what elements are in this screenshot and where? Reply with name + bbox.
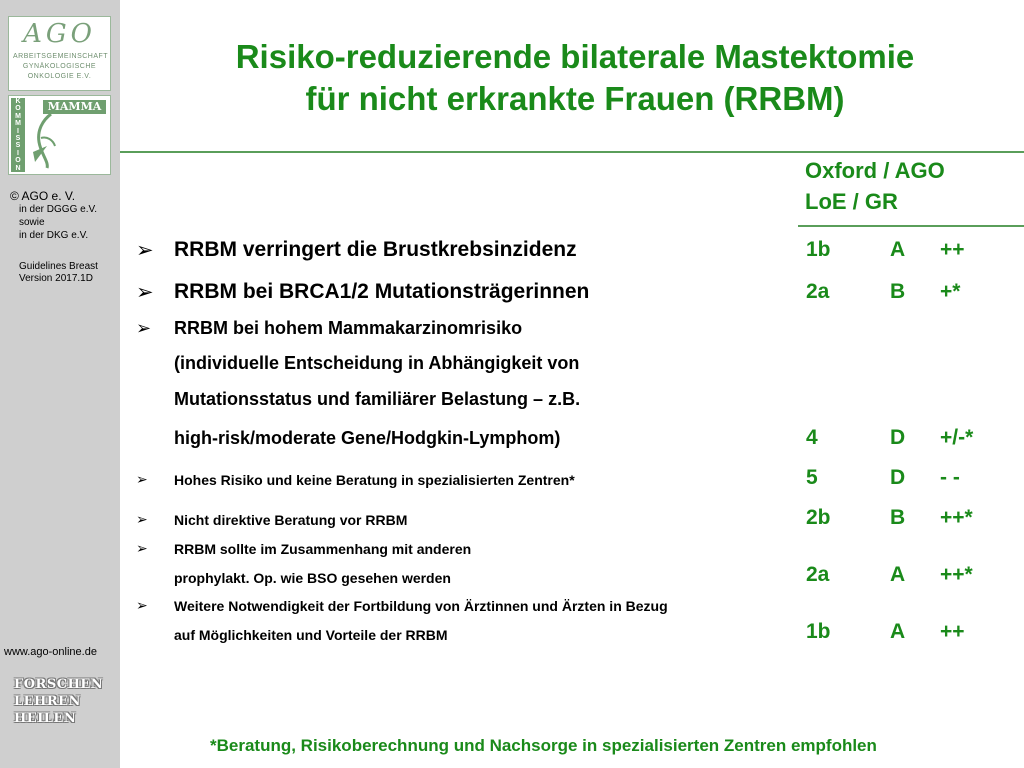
- title-line: für nicht erkrankte Frauen (RRBM): [305, 80, 845, 117]
- bullet-arrow-icon: ➢: [136, 280, 154, 304]
- loe-value: 1b: [806, 620, 831, 643]
- loe-value: 2a: [806, 280, 830, 303]
- statement-text: RRBM sollte im Zusammenhang mit anderen: [174, 541, 472, 557]
- footnote: *Beratung, Risikoberechnung und Nachsorg…: [210, 736, 877, 755]
- ago-logo-line: GYNÄKOLOGISCHE: [22, 63, 97, 70]
- loe-value: 2b: [806, 506, 831, 529]
- copyright-text: © AGO e. V.: [10, 189, 76, 203]
- copyright-line: in der DGGG e.V.: [19, 204, 97, 215]
- version-label: Version 2017.1D: [19, 273, 93, 284]
- statement-text: Mutationsstatus und familiärer Belastung…: [174, 389, 581, 409]
- statement-text: Nicht direktive Beratung vor RRBM: [174, 512, 408, 528]
- gr-value: B: [890, 280, 906, 303]
- ago-logo-line: ARBEITSGEMEINSCHAFT: [13, 53, 109, 60]
- figure-silhouette-icon: [33, 112, 56, 169]
- motto-line: HEILEN: [14, 711, 77, 726]
- header-divider: [798, 225, 1024, 227]
- copyright-line: sowie: [19, 217, 45, 228]
- gr-value: A: [890, 620, 906, 643]
- motto-line: LEHREN: [14, 694, 81, 709]
- bullet-arrow-icon: ➢: [136, 512, 148, 528]
- gr-value: B: [890, 506, 906, 529]
- statement-text: high-risk/moderate Gene/Hodgkin-Lymphom): [174, 428, 561, 448]
- title-divider: [120, 151, 1024, 153]
- website-link[interactable]: www.ago-online.de: [4, 646, 97, 658]
- sidebar: AGO ARBEITSGEMEINSCHAFT GYNÄKOLOGISCHE O…: [0, 0, 120, 768]
- mamma-label: MAMMA: [43, 100, 106, 114]
- statement-text: Hohes Risiko und keine Beratung in spezi…: [174, 472, 575, 488]
- gr-value: D: [890, 466, 906, 489]
- statement-text: RRBM verringert die Brustkrebsinzidenz: [174, 238, 577, 261]
- loe-value: 1b: [806, 238, 831, 261]
- bullet-arrow-icon: ➢: [136, 238, 154, 262]
- gr-value: D: [890, 426, 906, 449]
- recommendation-value: - -: [940, 466, 960, 489]
- motto-line: FORSCHEN: [14, 677, 104, 692]
- recommendation-value: +*: [940, 280, 961, 303]
- recommendation-value: ++*: [940, 563, 973, 586]
- bullet-arrow-icon: ➢: [136, 541, 148, 557]
- column-header-oxford-ago: Oxford / AGO: [805, 158, 945, 183]
- copyright-block: © AGO e. V. in der DGGG e.V. sowie in de…: [10, 190, 97, 242]
- ago-logo: AGO ARBEITSGEMEINSCHAFT GYNÄKOLOGISCHE O…: [8, 16, 111, 91]
- recommendation-value: +/-*: [940, 426, 974, 449]
- loe-value: 2a: [806, 563, 830, 586]
- copyright-line: in der DKG e.V.: [19, 230, 89, 241]
- statement-text: auf Möglichkeiten und Vorteile der RRBM: [174, 627, 448, 643]
- loe-value: 4: [806, 426, 818, 449]
- motto: FORSCHEN LEHREN HEILEN: [14, 676, 103, 727]
- gr-value: A: [890, 238, 906, 261]
- statement-text: RRBM bei BRCA1/2 Mutationsträgerinnen: [174, 280, 590, 303]
- bullet-arrow-icon: ➢: [136, 318, 152, 339]
- column-header-loe-gr: LoE / GR: [805, 189, 898, 214]
- guidelines-block: Guidelines Breast Version 2017.1D: [19, 261, 98, 285]
- title-line: Risiko-reduzierende bilaterale Mastektom…: [235, 38, 915, 75]
- loe-value: 5: [806, 466, 818, 489]
- ago-logo-word: AGO: [23, 19, 96, 49]
- statement-text: (individuelle Entscheidung in Abhängigke…: [174, 353, 580, 373]
- recommendation-value: ++*: [940, 506, 973, 529]
- bullet-arrow-icon: ➢: [136, 472, 148, 488]
- gr-value: A: [890, 563, 906, 586]
- bullet-arrow-icon: ➢: [136, 598, 148, 614]
- recommendation-value: ++: [940, 238, 965, 261]
- statement-text: prophylakt. Op. wie BSO gesehen werden: [174, 570, 451, 586]
- recommendation-value: ++: [940, 620, 965, 643]
- slide-title: Risiko-reduzierende bilaterale Mastektom…: [130, 36, 1020, 120]
- guidelines-label: Guidelines Breast: [19, 261, 98, 272]
- ago-logo-line: ONKOLOGIE E.V.: [27, 73, 92, 80]
- statement-text: RRBM bei hohem Mammakarzinomrisiko: [174, 318, 523, 338]
- statement-text: Weitere Notwendigkeit der Fortbildung vo…: [174, 598, 668, 614]
